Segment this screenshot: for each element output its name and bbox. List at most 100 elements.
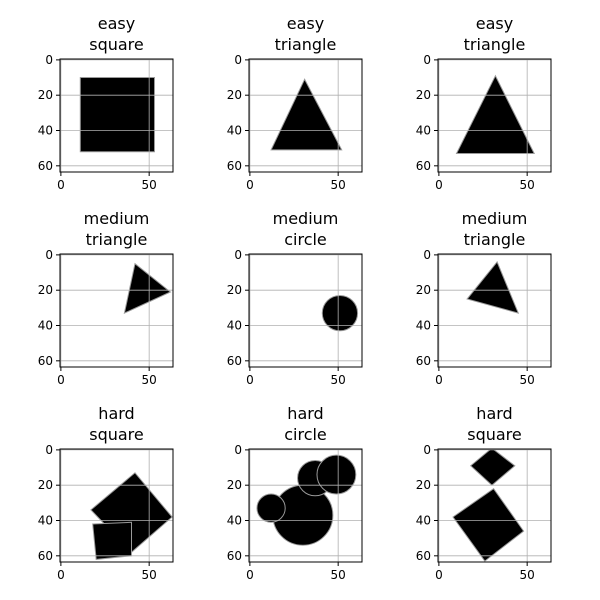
y-tick-label: 20: [227, 478, 242, 492]
y-tick-label: 60: [227, 549, 242, 563]
y-tick-label: 40: [227, 319, 242, 333]
shape-polygon: [270, 78, 343, 151]
y-tick-label: 0: [45, 53, 53, 67]
y-tick-label: 0: [45, 248, 53, 262]
panel-title-line: medium: [273, 209, 339, 228]
shape-polygon: [466, 260, 520, 314]
y-tick-label: 40: [38, 514, 53, 528]
panel: 0 50 0 20 40 60 easy triangle: [227, 14, 363, 192]
shape-circle: [316, 454, 357, 495]
y-tick-label: 40: [38, 319, 53, 333]
panel-title-line: triangle: [464, 230, 526, 249]
panel-frame: [437, 58, 552, 173]
x-tick-label: 0: [246, 178, 254, 192]
panel: 0 50 0 20 40 60 hard square: [38, 404, 174, 582]
panel-frame: [59, 448, 174, 563]
x-tick-label: 0: [57, 178, 65, 192]
panel-title-line: triangle: [275, 35, 337, 54]
y-tick-label: 60: [227, 354, 242, 368]
panel-title-line: triangle: [86, 230, 148, 249]
panel-shapes: [438, 254, 551, 367]
shape-polygon: [79, 77, 155, 153]
x-tick-label: 0: [246, 373, 254, 387]
shape-circle: [321, 294, 359, 332]
panel-title-line: hard: [287, 404, 323, 423]
shape-polygon: [452, 488, 525, 562]
x-tick-label: 50: [520, 178, 535, 192]
panel: 0 50 0 20 40 60 easy square: [38, 14, 174, 192]
y-tick-label: 20: [38, 88, 53, 102]
panel-title-line: triangle: [464, 35, 526, 54]
panel: 0 50 0 20 40 60 medium triangle: [416, 209, 552, 387]
panel-shapes: [438, 59, 551, 172]
y-tick-label: 60: [38, 159, 53, 173]
shape-polygon: [123, 262, 172, 314]
panel-frame: [59, 58, 174, 173]
x-tick-label: 0: [246, 568, 254, 582]
panel-title-line: medium: [462, 209, 528, 228]
panel: 0 50 0 20 40 60 hard square: [416, 404, 552, 582]
y-tick-label: 0: [234, 443, 242, 457]
y-tick-label: 40: [416, 514, 431, 528]
x-tick-label: 0: [435, 568, 443, 582]
panel-title-line: medium: [84, 209, 150, 228]
panel-title-line: circle: [284, 425, 327, 444]
x-tick-label: 0: [435, 178, 443, 192]
x-tick-label: 0: [57, 568, 65, 582]
y-tick-label: 40: [416, 124, 431, 138]
panel-title-line: hard: [476, 404, 512, 423]
x-tick-label: 50: [142, 568, 157, 582]
y-tick-label: 20: [416, 88, 431, 102]
y-tick-label: 20: [416, 283, 431, 297]
y-tick-label: 0: [234, 53, 242, 67]
y-tick-label: 20: [416, 478, 431, 492]
panel-shapes: [249, 254, 362, 367]
y-tick-label: 60: [227, 159, 242, 173]
x-tick-label: 50: [331, 568, 346, 582]
y-tick-label: 0: [423, 53, 431, 67]
panel-title-line: easy: [287, 14, 324, 33]
y-tick-label: 20: [227, 283, 242, 297]
y-tick-label: 60: [38, 354, 53, 368]
y-tick-label: 40: [416, 319, 431, 333]
x-tick-label: 50: [142, 178, 157, 192]
shape-polygon: [92, 521, 132, 560]
panel: 0 50 0 20 40 60 medium circle: [227, 209, 363, 387]
panel-shapes: [249, 449, 362, 562]
panel-background: [60, 254, 173, 367]
x-tick-label: 0: [57, 373, 65, 387]
y-tick-label: 40: [227, 514, 242, 528]
shape-circle: [256, 493, 286, 523]
panel-frame: [59, 253, 174, 368]
panel-title-line: square: [89, 425, 144, 444]
panel-shapes: [60, 449, 173, 562]
panel-title-line: hard: [98, 404, 134, 423]
y-tick-label: 60: [38, 549, 53, 563]
y-tick-label: 0: [423, 443, 431, 457]
x-tick-label: 50: [520, 373, 535, 387]
x-tick-label: 50: [331, 373, 346, 387]
panel-frame: [248, 58, 363, 173]
panel: 0 50 0 20 40 60 hard circle: [227, 404, 363, 582]
panel-shapes: [60, 254, 173, 367]
y-tick-label: 40: [38, 124, 53, 138]
y-tick-label: 0: [234, 248, 242, 262]
panel-frame: [437, 448, 552, 563]
y-tick-label: 0: [423, 248, 431, 262]
panel-frame: [248, 253, 363, 368]
x-tick-label: 0: [435, 373, 443, 387]
panel-frame: [248, 448, 363, 563]
panel-frame: [437, 253, 552, 368]
y-tick-label: 40: [227, 124, 242, 138]
y-tick-label: 60: [416, 354, 431, 368]
panel-title-line: square: [467, 425, 522, 444]
y-tick-label: 0: [45, 443, 53, 457]
y-tick-label: 20: [38, 283, 53, 297]
x-tick-label: 50: [331, 178, 346, 192]
panel: 0 50 0 20 40 60 easy triangle: [416, 14, 552, 192]
panel-shapes: [438, 449, 551, 562]
y-tick-label: 20: [38, 478, 53, 492]
panel-shapes: [60, 59, 173, 172]
panel: 0 50 0 20 40 60 medium triangle: [38, 209, 174, 387]
